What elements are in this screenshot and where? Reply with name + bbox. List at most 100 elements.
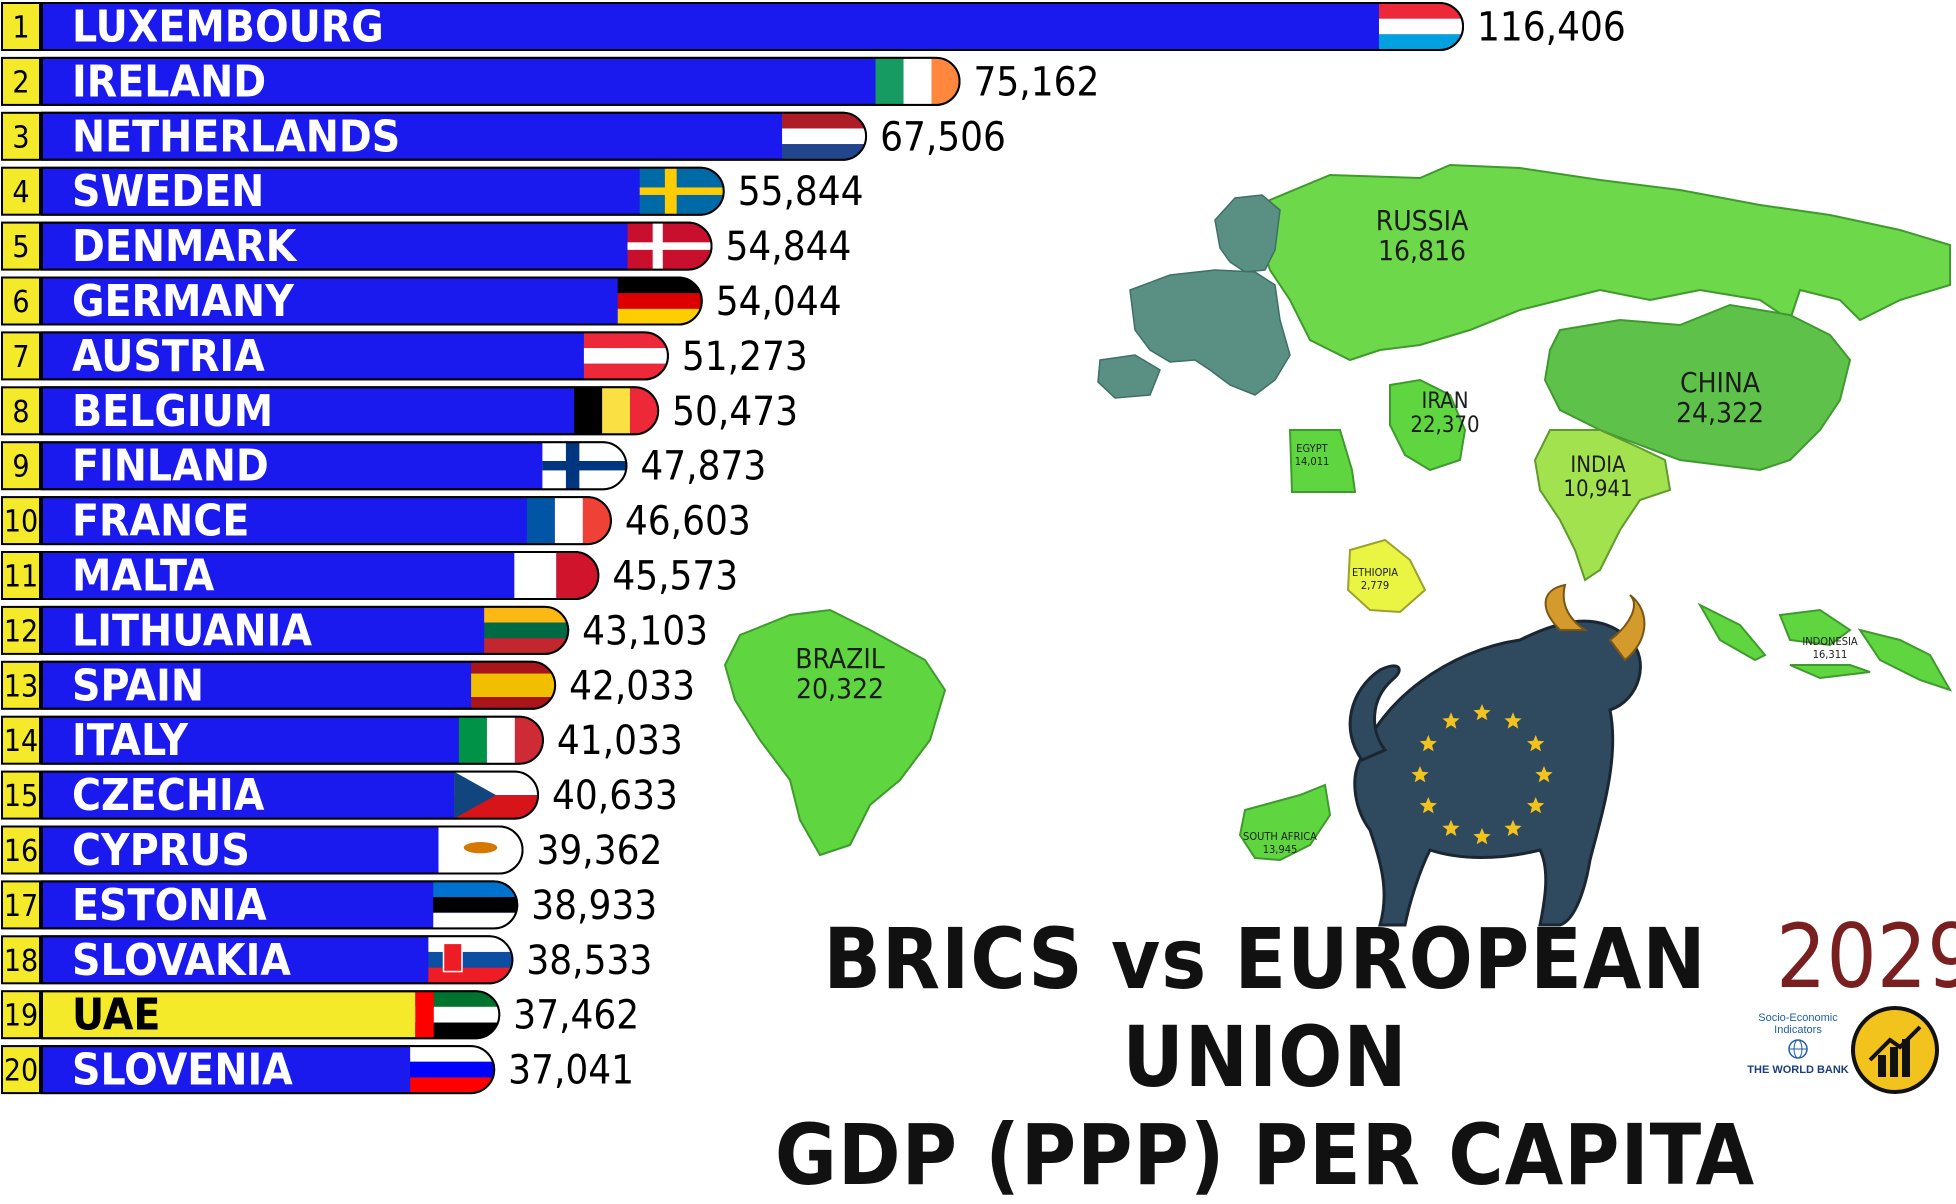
- value-label: 40,633: [552, 773, 678, 819]
- bar-row: 15 CZECHIA 40,633: [1, 770, 678, 821]
- category-label: SLOVENIA: [72, 1045, 293, 1096]
- rank-label: 10: [4, 505, 38, 540]
- category-label: DENMARK: [72, 221, 298, 272]
- rank-label: 5: [12, 230, 29, 265]
- value-label: 54,044: [716, 279, 842, 325]
- flag-icon: [415, 991, 500, 1039]
- rank-label: 15: [4, 779, 38, 814]
- category-label: FRANCE: [72, 496, 249, 547]
- map-country-label: ETHIOPIA: [1352, 566, 1398, 579]
- map-scandinavia: [1214, 194, 1281, 273]
- category-label: NETHERLANDS: [72, 111, 400, 162]
- flag-icon: [458, 716, 543, 764]
- value-label: 46,603: [625, 499, 751, 545]
- bull-illustration: [1348, 583, 1646, 927]
- map-value-label: 16,311: [1813, 648, 1848, 661]
- category-label: FINLAND: [72, 441, 269, 492]
- globe-icon: [1788, 1039, 1808, 1059]
- rank-box: [1, 605, 41, 655]
- rank-box: [1, 2, 41, 51]
- map-country-label: INDONESIA: [1802, 635, 1858, 648]
- eu-star-icon: [1442, 712, 1460, 729]
- rank-label: 7: [12, 340, 29, 375]
- category-label: CYPRUS: [72, 825, 250, 876]
- value-label: 39,362: [537, 828, 663, 874]
- flag-icon: [438, 826, 523, 874]
- rank-box: [1, 770, 41, 820]
- rank-label: 3: [12, 120, 29, 155]
- eu-star-icon: [1419, 735, 1437, 752]
- eu-star-icon: [1504, 819, 1522, 836]
- source-name: THE WORLD BANK: [1747, 1064, 1849, 1076]
- category-label: GERMANY: [72, 276, 295, 327]
- rank-box: [1, 1045, 41, 1095]
- category-label: IRELAND: [72, 56, 266, 107]
- eu-star-icon: [1442, 819, 1460, 836]
- value-label: 43,103: [582, 608, 708, 654]
- category-label: CZECHIA: [72, 770, 265, 821]
- world-bank-logo: Socio-Economic Indicators THE WORLD BANK: [1738, 1012, 1858, 1076]
- map-iran: [1389, 378, 1467, 472]
- flag-icon: [542, 442, 627, 490]
- value-label: 50,473: [672, 389, 798, 435]
- category-label: ESTONIA: [72, 880, 267, 931]
- rank-box: [1, 660, 41, 710]
- rank-box: [1, 221, 41, 271]
- rank-box: [1, 880, 41, 930]
- map-country-label: CHINA: [1680, 366, 1761, 399]
- rank-label: 2: [12, 65, 29, 100]
- value-label: 54,844: [725, 224, 851, 270]
- rank-box: [1, 56, 41, 106]
- flag-icon: [428, 936, 513, 984]
- bar-row: 11 MALTA 45,573: [1, 551, 738, 602]
- rank-box: [1, 935, 41, 985]
- rank-label: 12: [4, 614, 38, 649]
- rank-label: 19: [4, 999, 38, 1034]
- map-europe: [1129, 269, 1291, 396]
- eu-star-icon: [1473, 828, 1491, 845]
- rank-box: [1, 990, 41, 1040]
- bar-row: 5 DENMARK 54,844: [1, 221, 851, 272]
- category-label: MALTA: [72, 551, 215, 602]
- bar-row: 3 NETHERLANDS 67,506: [1, 111, 1006, 162]
- value-label: 42,033: [569, 663, 695, 709]
- flag-icon: [433, 881, 518, 929]
- rank-box: [1, 111, 41, 161]
- flag-icon: [617, 277, 702, 325]
- value-label: 38,533: [526, 938, 652, 984]
- value-label: 67,506: [880, 114, 1006, 160]
- bar-row: 1 LUXEMBOURG 116,406: [1, 2, 1626, 53]
- flag-icon: [875, 57, 960, 105]
- category-label: AUSTRIA: [72, 331, 265, 382]
- flag-icon: [583, 332, 668, 380]
- flag-icon: [526, 497, 611, 545]
- flag-icon: [484, 606, 569, 654]
- rank-label: 11: [4, 560, 38, 595]
- map-value-label: 10,941: [1563, 477, 1632, 502]
- bar-row: 18 SLOVAKIA 38,533: [1, 935, 652, 986]
- map-indonesia: [1697, 602, 1953, 692]
- source-line-1: Socio-Economic: [1758, 1012, 1838, 1024]
- bar-row: 19 UAE 37,462: [1, 990, 639, 1041]
- flag-icon: [1379, 3, 1463, 50]
- flag-icon: [454, 771, 539, 819]
- map-value-label: 22,370: [1410, 413, 1479, 438]
- map-china: [1543, 303, 1852, 472]
- bar-row: 20 SLOVENIA 37,041: [1, 1045, 634, 1096]
- eu-star-icon: [1527, 735, 1545, 752]
- category-label: ITALY: [72, 715, 189, 766]
- rank-label: 20: [4, 1054, 38, 1089]
- map-country-label: RUSSIA: [1376, 204, 1469, 237]
- category-label: SLOVAKIA: [72, 935, 291, 986]
- bar-row: 17 ESTONIA 38,933: [1, 880, 657, 931]
- value-label: 37,462: [513, 993, 639, 1039]
- rank-box: [1, 166, 41, 216]
- flag-icon: [471, 661, 556, 709]
- value-label: 37,041: [508, 1048, 634, 1094]
- eu-star-icon: [1527, 797, 1545, 814]
- rank-label: 13: [4, 669, 38, 704]
- eu-star-icon: [1473, 704, 1491, 721]
- rank-label: 1: [12, 11, 29, 46]
- rank-box: [1, 441, 41, 491]
